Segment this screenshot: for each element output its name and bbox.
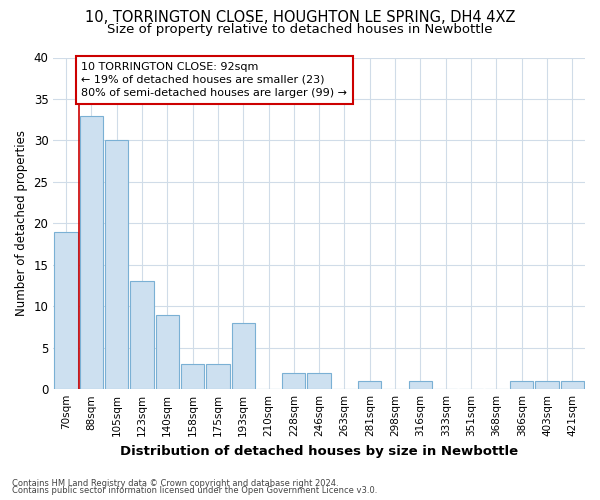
Bar: [130, 282, 154, 389]
Bar: [510, 381, 533, 389]
Bar: [155, 314, 179, 389]
Bar: [232, 323, 255, 389]
Bar: [105, 140, 128, 389]
Bar: [307, 372, 331, 389]
Bar: [80, 116, 103, 389]
Bar: [535, 381, 559, 389]
Bar: [206, 364, 230, 389]
Bar: [409, 381, 432, 389]
Text: Contains HM Land Registry data © Crown copyright and database right 2024.: Contains HM Land Registry data © Crown c…: [12, 478, 338, 488]
Text: Contains public sector information licensed under the Open Government Licence v3: Contains public sector information licen…: [12, 486, 377, 495]
Text: 10, TORRINGTON CLOSE, HOUGHTON LE SPRING, DH4 4XZ: 10, TORRINGTON CLOSE, HOUGHTON LE SPRING…: [85, 10, 515, 25]
Bar: [358, 381, 382, 389]
X-axis label: Distribution of detached houses by size in Newbottle: Distribution of detached houses by size …: [120, 444, 518, 458]
Bar: [282, 372, 305, 389]
Y-axis label: Number of detached properties: Number of detached properties: [15, 130, 28, 316]
Bar: [55, 232, 77, 389]
Bar: [560, 381, 584, 389]
Bar: [181, 364, 204, 389]
Text: Size of property relative to detached houses in Newbottle: Size of property relative to detached ho…: [107, 22, 493, 36]
Text: 10 TORRINGTON CLOSE: 92sqm
← 19% of detached houses are smaller (23)
80% of semi: 10 TORRINGTON CLOSE: 92sqm ← 19% of deta…: [81, 62, 347, 98]
